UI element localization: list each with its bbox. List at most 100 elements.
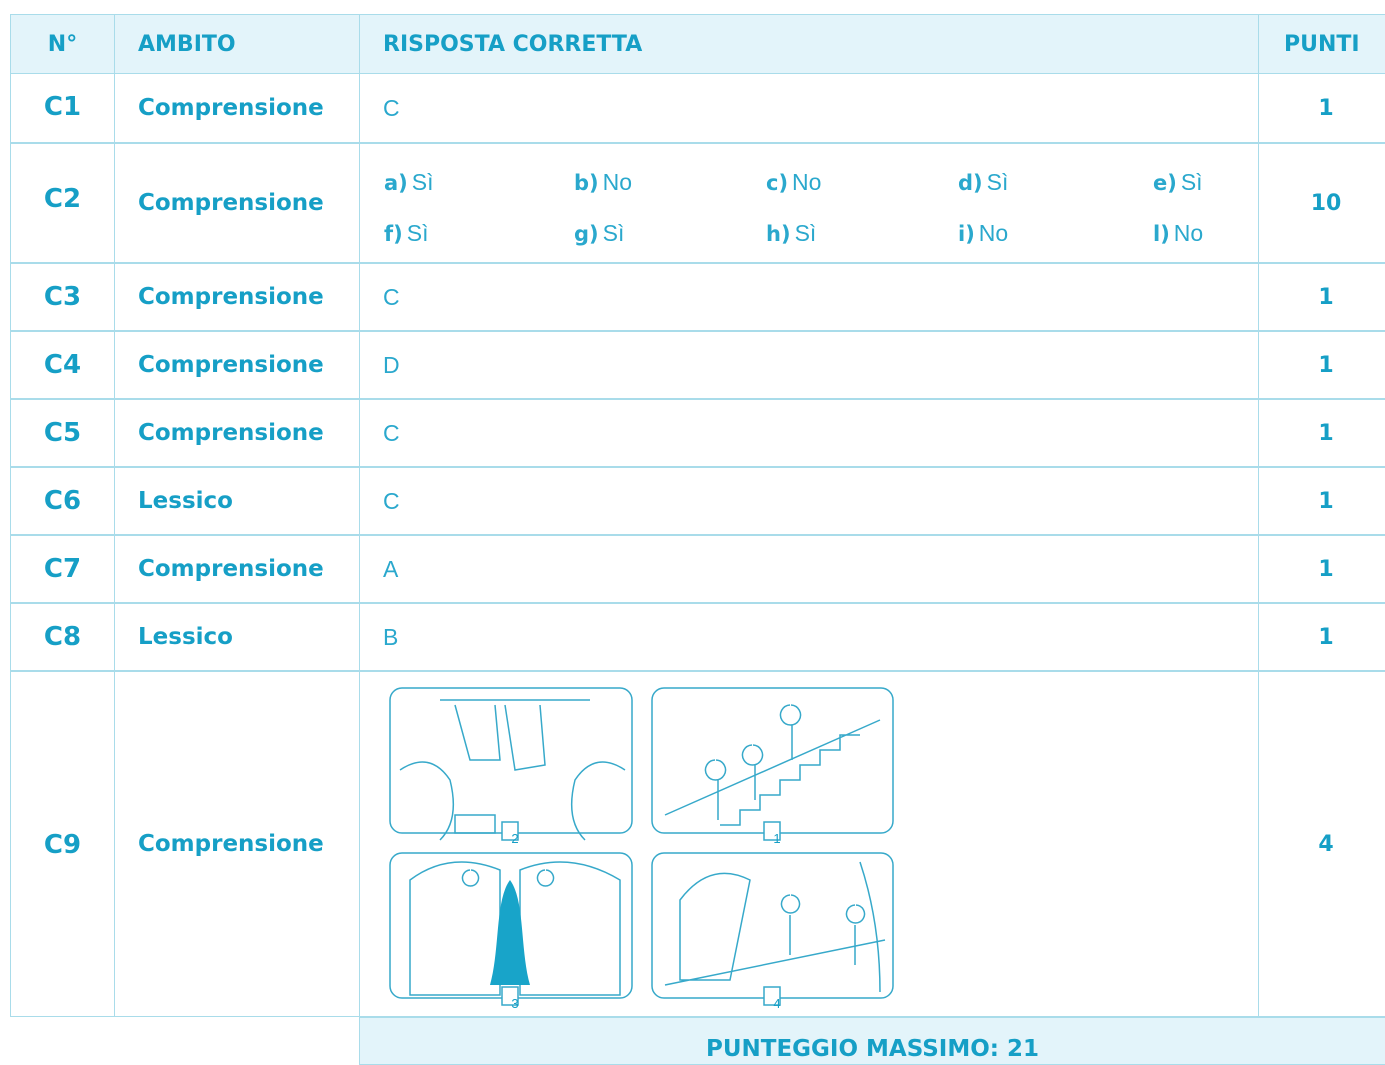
ambito-text: Comprensione bbox=[138, 420, 324, 446]
row-ambito: Comprensione bbox=[114, 671, 360, 1017]
header-punti: PUNTI bbox=[1258, 14, 1385, 74]
answer-text: D bbox=[383, 351, 400, 378]
answer-letter: c) bbox=[766, 171, 789, 195]
row-num: C7 bbox=[10, 535, 115, 603]
num-text: C8 bbox=[43, 622, 82, 652]
answer-value: No bbox=[792, 169, 822, 195]
row-punti: 1 bbox=[1258, 467, 1385, 535]
row-risposta: a) Sì b) No c) No d) Sì e) Sì f) Sì g) Sì h) Sì i) No l) No bbox=[359, 143, 1259, 263]
row-num: C2 bbox=[10, 143, 115, 263]
ambito-text: Comprensione bbox=[138, 556, 324, 582]
answer-letter: d) bbox=[958, 171, 983, 195]
row-ambito: Comprensione bbox=[114, 73, 360, 143]
answer-text: C bbox=[383, 283, 400, 310]
answer-value: Sì bbox=[411, 169, 434, 195]
num-text: C9 bbox=[43, 830, 82, 860]
num-text: C2 bbox=[43, 184, 82, 214]
answer-item: a) Sì bbox=[384, 169, 434, 196]
row-punti: 1 bbox=[1258, 263, 1385, 331]
punti-text: 1 bbox=[1318, 420, 1334, 446]
row-risposta: C bbox=[359, 467, 1259, 535]
punti-text: 4 bbox=[1318, 831, 1334, 857]
answer-text: B bbox=[383, 623, 399, 650]
answer-item: b) No bbox=[574, 169, 632, 196]
row-punti: 1 bbox=[1258, 535, 1385, 603]
ambito-text: Comprensione bbox=[138, 95, 324, 121]
punti-text: 1 bbox=[1318, 284, 1334, 310]
punti-text: 1 bbox=[1318, 624, 1334, 650]
row-punti: 10 bbox=[1258, 143, 1385, 263]
ambito-text: Comprensione bbox=[138, 831, 324, 857]
ambito-text: Lessico bbox=[138, 624, 233, 650]
row-ambito: Comprensione bbox=[114, 331, 360, 399]
answer-letter: i) bbox=[958, 222, 975, 246]
num-text: C4 bbox=[43, 350, 82, 380]
answer-item: l) No bbox=[1153, 220, 1203, 247]
header-text: RISPOSTA CORRETTA bbox=[383, 31, 643, 57]
punti-text: 1 bbox=[1318, 352, 1334, 378]
answer-letter: f) bbox=[384, 222, 403, 246]
footer-label: PUNTEGGIO MASSIMO: bbox=[705, 1036, 1000, 1062]
ambito-text: Comprensione bbox=[138, 284, 324, 310]
row-punti: 4 bbox=[1258, 671, 1385, 1017]
header-text: N° bbox=[47, 31, 78, 57]
answer-value: Sì bbox=[986, 169, 1009, 195]
answer-value: Sì bbox=[1180, 169, 1203, 195]
row-num: C6 bbox=[10, 467, 115, 535]
header-text: AMBITO bbox=[138, 31, 236, 57]
answer-item: e) Sì bbox=[1153, 169, 1203, 196]
answer-item: g) Sì bbox=[574, 220, 624, 247]
panel-number: 2 bbox=[511, 831, 519, 846]
row-punti: 1 bbox=[1258, 603, 1385, 671]
answer-value: Sì bbox=[794, 220, 817, 246]
answer-letter: h) bbox=[766, 222, 791, 246]
row-ambito: Comprensione bbox=[114, 143, 360, 263]
num-text: C1 bbox=[43, 92, 82, 122]
panel-number: 4 bbox=[773, 996, 781, 1011]
row-num: C1 bbox=[10, 73, 115, 143]
row-risposta: C bbox=[359, 263, 1259, 331]
row-risposta: C bbox=[359, 73, 1259, 143]
ambito-text: Comprensione bbox=[138, 190, 324, 216]
answer-text: C bbox=[383, 419, 400, 446]
row-ambito: Lessico bbox=[114, 603, 360, 671]
punti-text: 1 bbox=[1318, 95, 1334, 121]
row-punti: 1 bbox=[1258, 73, 1385, 143]
row-punti: 1 bbox=[1258, 331, 1385, 399]
footer: PUNTEGGIO MASSIMO: 21 bbox=[359, 1017, 1385, 1065]
answer-text: C bbox=[383, 94, 400, 121]
row-risposta: B bbox=[359, 603, 1259, 671]
row-num: C4 bbox=[10, 331, 115, 399]
row-num: C3 bbox=[10, 263, 115, 331]
row-num: C9 bbox=[10, 671, 115, 1017]
num-text: C3 bbox=[43, 282, 82, 312]
answer-letter: g) bbox=[574, 222, 599, 246]
row-num: C8 bbox=[10, 603, 115, 671]
ambito-text: Comprensione bbox=[138, 352, 324, 378]
panel-number: 3 bbox=[511, 996, 519, 1011]
answer-item: d) Sì bbox=[958, 169, 1008, 196]
row-ambito: Comprensione bbox=[114, 535, 360, 603]
row-num: C5 bbox=[10, 399, 115, 467]
answer-value: No bbox=[978, 220, 1009, 246]
answer-text: A bbox=[383, 555, 399, 582]
answer-letter: b) bbox=[574, 171, 599, 195]
row-ambito: Comprensione bbox=[114, 399, 360, 467]
answer-item: i) No bbox=[958, 220, 1008, 247]
answer-item: h) Sì bbox=[766, 220, 816, 247]
header-ambito: AMBITO bbox=[114, 14, 360, 74]
row-risposta: D bbox=[359, 331, 1259, 399]
ambito-text: Lessico bbox=[138, 488, 233, 514]
answer-value: No bbox=[1173, 220, 1204, 246]
header-risposta: RISPOSTA CORRETTA bbox=[359, 14, 1259, 74]
row-ambito: Lessico bbox=[114, 467, 360, 535]
answer-value: Sì bbox=[602, 220, 625, 246]
row-punti: 1 bbox=[1258, 399, 1385, 467]
punti-text: 1 bbox=[1318, 556, 1334, 582]
row-risposta: C bbox=[359, 399, 1259, 467]
panel-number: 1 bbox=[773, 831, 781, 846]
row-risposta: A bbox=[359, 535, 1259, 603]
header-num: N° bbox=[10, 14, 115, 74]
answer-item: f) Sì bbox=[384, 220, 428, 247]
